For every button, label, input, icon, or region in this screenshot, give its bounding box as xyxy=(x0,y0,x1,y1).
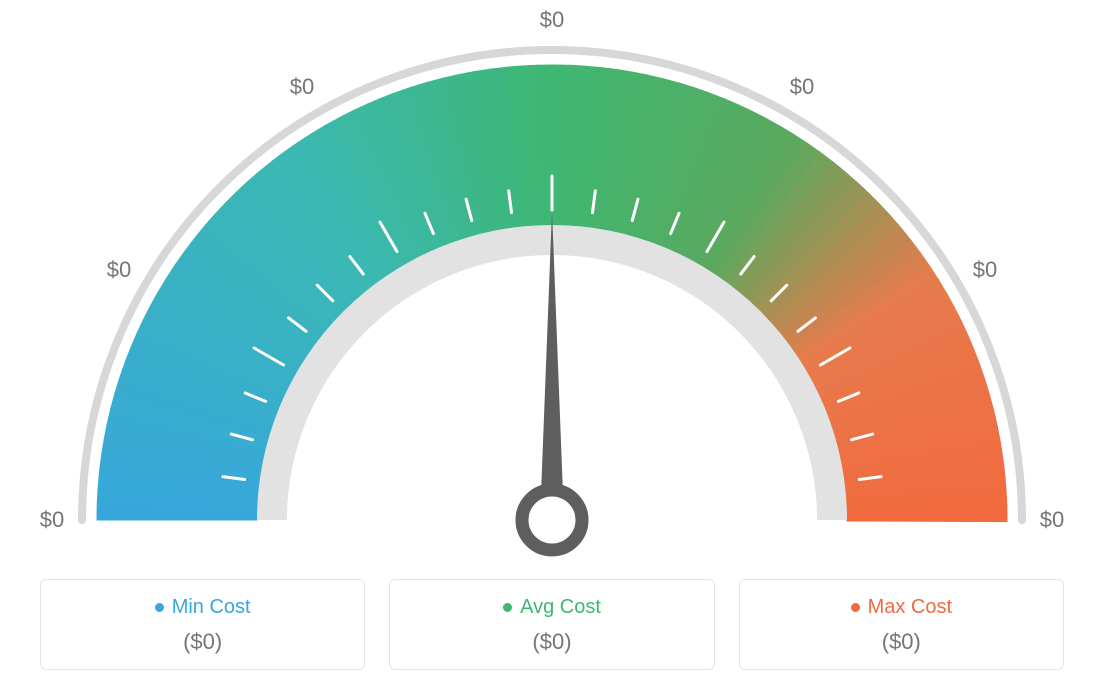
legend-title: Avg Cost xyxy=(503,596,601,619)
legend-row: Min Cost ($0) Avg Cost ($0) Max Cost ($0) xyxy=(40,579,1064,670)
legend-label: Max Cost xyxy=(868,596,952,619)
gauge-tick-label: $0 xyxy=(790,74,814,100)
gauge-svg xyxy=(0,0,1104,560)
gauge-tick-label: $0 xyxy=(40,507,64,533)
gauge-tick-label: $0 xyxy=(290,74,314,100)
legend-label: Avg Cost xyxy=(520,596,601,619)
legend-dot-icon xyxy=(851,603,860,612)
gauge-needle xyxy=(540,210,564,520)
gauge-tick-label: $0 xyxy=(1040,507,1064,533)
gauge-tick-label: $0 xyxy=(973,257,997,283)
legend-card: Avg Cost ($0) xyxy=(389,579,714,670)
legend-value: ($0) xyxy=(400,629,703,655)
legend-dot-icon xyxy=(155,603,164,612)
legend-card: Max Cost ($0) xyxy=(739,579,1064,670)
legend-value: ($0) xyxy=(51,629,354,655)
legend-title: Min Cost xyxy=(155,596,251,619)
legend-title: Max Cost xyxy=(851,596,952,619)
gauge-needle-hub xyxy=(522,490,582,550)
gauge-tick-label: $0 xyxy=(540,7,564,33)
legend-dot-icon xyxy=(503,603,512,612)
gauge-chart: $0 $0 $0 $0 $0 $0 $0 xyxy=(0,0,1104,560)
legend-label: Min Cost xyxy=(172,596,251,619)
gauge-tick-label: $0 xyxy=(107,257,131,283)
legend-card: Min Cost ($0) xyxy=(40,579,365,670)
legend-value: ($0) xyxy=(750,629,1053,655)
